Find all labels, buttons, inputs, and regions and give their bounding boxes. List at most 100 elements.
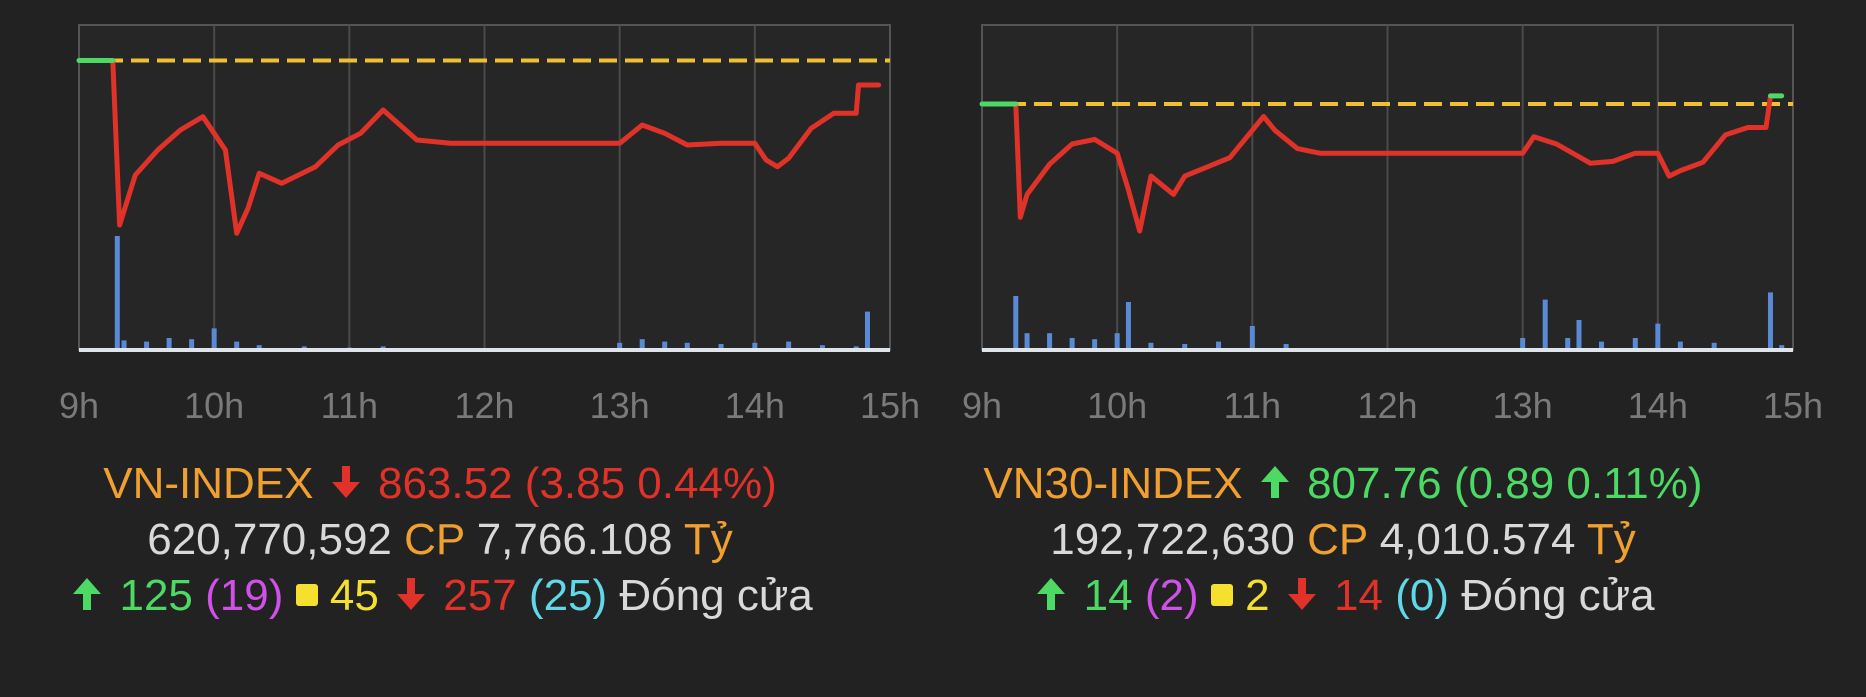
vn-index-info: VN-INDEX 863.52 (3.85 0.44%) 620,770,592…	[0, 456, 880, 624]
volume-bar	[211, 328, 217, 350]
vn30-index-panel: 9h 10h 11h 12h 13h 14h 15h VN30-INDEX 807.76 (…	[903, 0, 1823, 697]
market-status: Đóng cửa	[619, 571, 813, 620]
market-status: Đóng cửa	[1461, 571, 1655, 620]
volume-bar	[786, 341, 792, 350]
x-tick-label: 10h	[1087, 385, 1147, 426]
square-icon	[295, 584, 318, 606]
volume-bar	[1655, 323, 1661, 350]
volume-bar	[819, 345, 825, 350]
volume-bar	[1283, 344, 1289, 350]
index-name: VN-INDEX	[103, 459, 314, 508]
volume-bar	[1216, 341, 1222, 350]
breadth-line: 125 (19) 45 257 (25) Đóng cửa	[0, 568, 880, 624]
volume-unit: CP	[404, 515, 465, 564]
volume-bar	[1024, 333, 1030, 350]
advancers-count: 14	[1083, 571, 1133, 620]
advancers-count: 125	[119, 571, 193, 620]
x-tick-label: 12h	[1357, 385, 1417, 426]
x-tick-label: 10h	[184, 385, 244, 426]
vn-index-chart: 9h 10h 11h 12h 13h 14h 15h	[59, 24, 920, 426]
volume-bar	[1520, 338, 1526, 350]
turnover-unit: Tỷ	[1586, 515, 1636, 564]
volume-bar	[752, 342, 758, 350]
price-line-up	[979, 93, 1785, 107]
volume-bar	[189, 339, 195, 350]
ceiling-count: (2)	[1144, 571, 1199, 620]
vn30-index-info: VN30-INDEX 807.76 (0.89 0.11%) 192,722,6…	[903, 456, 1783, 624]
volume-bar	[617, 342, 623, 350]
price-line-down	[1013, 93, 1773, 234]
volume-bar	[718, 344, 724, 350]
volume-bar	[1013, 296, 1019, 350]
x-tick-label: 9h	[59, 385, 99, 426]
x-tick-label: 12h	[454, 385, 514, 426]
breadth-line: 14 (2) 2 14 (0) Đóng cửa	[903, 568, 1783, 624]
volume-bar	[1249, 326, 1255, 350]
arrow-up-icon	[73, 578, 102, 610]
vn30-index-chart: 9h 10h 11h 12h 13h 14h 15h	[962, 24, 1823, 426]
vn-index-panel: 9h 10h 11h 12h 13h 14h 15h VN-INDEX 863.52 (3.…	[0, 0, 920, 697]
price-line-down	[110, 58, 882, 236]
volume-bar	[1114, 333, 1120, 350]
decliners-count: 14	[1334, 571, 1383, 620]
decliners-count: 257	[443, 571, 517, 620]
volume-bar	[114, 236, 120, 350]
volume-bar	[684, 342, 690, 350]
turnover-value: 4,010.574	[1379, 515, 1576, 564]
volume-value: 620,770,592	[147, 515, 392, 564]
floor-count: (25)	[528, 571, 608, 620]
volume-unit: CP	[1307, 515, 1368, 564]
floor-count: (0)	[1395, 571, 1449, 620]
volume-bar	[1148, 342, 1154, 350]
volume-bar	[639, 339, 645, 350]
volume-bars	[1013, 292, 1785, 350]
arrow-down-icon	[1287, 578, 1316, 610]
volume-bars	[114, 236, 870, 350]
unchanged-count: 2	[1245, 571, 1270, 620]
arrow-up-icon	[1037, 578, 1066, 610]
volume-bar	[166, 338, 172, 350]
volume-bar	[1779, 345, 1785, 350]
x-tick-label: 15h	[1763, 385, 1823, 426]
index-change: (3.85 0.44%)	[524, 459, 777, 508]
square-icon	[1210, 584, 1233, 606]
volume-bar	[1182, 344, 1188, 350]
volume-bar	[1599, 341, 1605, 350]
index-summary-line: VN30-INDEX 807.76 (0.89 0.11%)	[903, 456, 1783, 512]
volume-bar	[144, 341, 150, 350]
arrow-down-icon	[331, 466, 360, 498]
volume-bar	[662, 341, 668, 350]
index-value: 807.76	[1307, 459, 1442, 508]
volume-bar	[864, 311, 870, 350]
volume-bar	[1092, 339, 1098, 350]
x-tick-label: 13h	[1493, 385, 1553, 426]
turnover-value: 7,766.108	[476, 515, 673, 564]
volume-line: 192,722,630 CP 4,010.574 Tỷ	[903, 512, 1783, 568]
index-change: (0.89 0.11%)	[1453, 459, 1703, 508]
volume-bar	[1767, 292, 1773, 350]
unchanged-count: 45	[329, 571, 379, 620]
volume-bar	[1125, 302, 1131, 350]
volume-bar	[121, 340, 127, 350]
arrow-down-icon	[397, 578, 426, 610]
x-tick-label: 14h	[1628, 385, 1688, 426]
arrow-up-icon	[1260, 466, 1289, 498]
x-tick-label: 14h	[725, 385, 785, 426]
index-value: 863.52	[377, 459, 513, 508]
index-name: VN30-INDEX	[983, 459, 1243, 508]
volume-bar	[1632, 338, 1638, 350]
x-tick-label: 15h	[860, 385, 920, 426]
volume-bar	[234, 341, 240, 350]
volume-bar	[1047, 333, 1053, 350]
volume-line: 620,770,592 CP 7,766.108 Tỷ	[0, 512, 880, 568]
index-summary-line: VN-INDEX 863.52 (3.85 0.44%)	[0, 456, 880, 512]
x-tick-label: 11h	[321, 385, 378, 426]
volume-bar	[1576, 320, 1582, 350]
volume-bar	[1711, 342, 1717, 350]
x-tick-label: 11h	[1224, 385, 1281, 426]
x-tick-label: 13h	[590, 385, 650, 426]
volume-value: 192,722,630	[1050, 515, 1295, 564]
volume-bar	[256, 345, 262, 350]
volume-bar	[1677, 341, 1683, 350]
x-tick-label: 9h	[962, 385, 1002, 426]
